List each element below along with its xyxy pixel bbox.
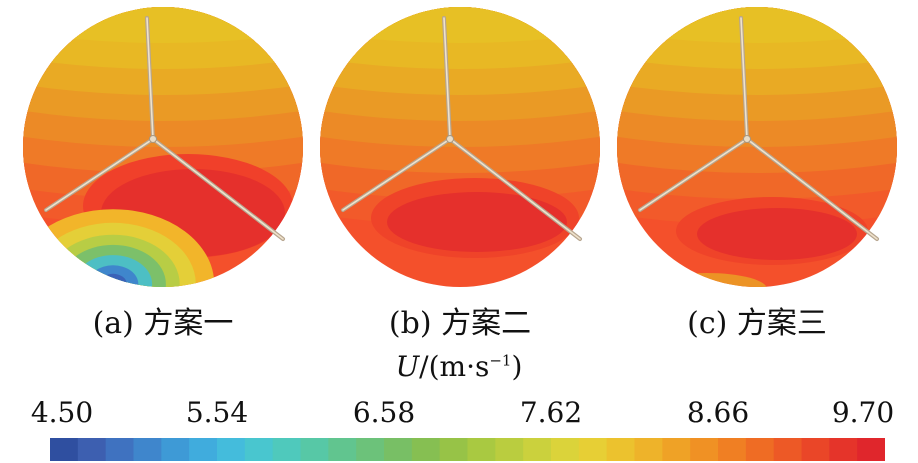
colorbar-tick-label: 7.62 xyxy=(519,396,583,429)
colorbar-tick-label: 6.58 xyxy=(352,396,416,429)
contour-band xyxy=(23,7,303,43)
colorbar-swatch xyxy=(439,438,469,461)
colorbar-swatch xyxy=(551,438,580,461)
colorbar-swatch xyxy=(495,438,524,461)
contour-bands xyxy=(320,7,600,287)
rotor-hub xyxy=(149,135,157,143)
colorbar-swatch xyxy=(161,438,190,461)
rotor-blade-highlight xyxy=(443,17,451,140)
colorbar-swatch xyxy=(634,438,663,461)
colorbar-swatch xyxy=(745,438,775,461)
colorbar-swatch xyxy=(411,438,441,461)
colorbar-swatch xyxy=(773,438,803,461)
rotor-blade-highlight xyxy=(449,138,581,240)
rotor-blade-highlight xyxy=(152,138,284,240)
colorbar-swatch xyxy=(356,438,385,461)
colorbar-swatch xyxy=(467,438,496,461)
colorbar-swatch xyxy=(523,438,552,461)
rotor-hub xyxy=(743,135,751,143)
colorbar-swatch xyxy=(272,438,302,461)
colorbar-swatch xyxy=(801,438,830,461)
panel-caption-c: (c) 方案三 xyxy=(687,306,827,341)
contour-panel-b xyxy=(315,6,605,288)
rotor-blade-highlight xyxy=(146,17,154,140)
colorbar-swatch xyxy=(133,438,162,461)
colorbar-swatch xyxy=(244,438,274,461)
colorbar-swatch xyxy=(829,438,858,461)
colorbar-tick-label: 4.50 xyxy=(30,396,94,429)
colorbar-tick-label: 8.66 xyxy=(686,396,750,429)
high-speed-core xyxy=(697,208,857,260)
high-speed-core xyxy=(387,192,567,252)
colorbar-swatch xyxy=(690,438,719,461)
unit-rest: /(m·s xyxy=(419,350,490,383)
rotor-blade-highlight xyxy=(342,138,451,211)
velocity-contour-disk xyxy=(617,7,897,287)
colorbar-swatch xyxy=(300,438,329,461)
panel-caption-a: (a) 方案一 xyxy=(92,306,234,341)
rotor-blade-highlight xyxy=(746,138,878,240)
contour-panel-c xyxy=(612,6,902,288)
velocity-contour-disk xyxy=(320,7,600,287)
colorbar-swatch xyxy=(50,438,79,461)
colorbar-swatch xyxy=(77,438,107,461)
colorbar-swatch xyxy=(662,438,691,461)
rotor-hub xyxy=(446,135,454,143)
colorbar-unit-label: U/(m·s−1) xyxy=(0,350,918,383)
colorbar-swatch xyxy=(857,438,885,461)
unit-symbol: U xyxy=(395,350,420,383)
unit-exponent: −1 xyxy=(489,351,512,370)
colorbar-swatch xyxy=(606,438,636,461)
colorbar-swatch xyxy=(189,438,218,461)
colorbar-tick-label: 5.54 xyxy=(185,396,249,429)
rotor-blade-highlight xyxy=(740,17,748,140)
unit-close: ) xyxy=(511,350,523,383)
rotor-blade-highlight xyxy=(45,138,154,211)
colorbar-swatch xyxy=(578,438,608,461)
velocity-contour-disk xyxy=(23,7,303,287)
velocity-colorbar xyxy=(50,438,885,461)
rotor-blade-highlight xyxy=(639,138,748,211)
contour-band xyxy=(320,7,600,43)
colorbar-swatch xyxy=(718,438,747,461)
colorbar-swatch xyxy=(384,438,413,461)
contour-panel-a xyxy=(18,6,308,288)
contour-band xyxy=(617,7,897,43)
colorbar-tick-label: 9.70 xyxy=(831,396,895,429)
colorbar-swatch xyxy=(217,438,246,461)
panel-caption-b: (b) 方案二 xyxy=(388,306,532,341)
colorbar-swatch xyxy=(328,438,357,461)
colorbar-swatch xyxy=(105,438,135,461)
